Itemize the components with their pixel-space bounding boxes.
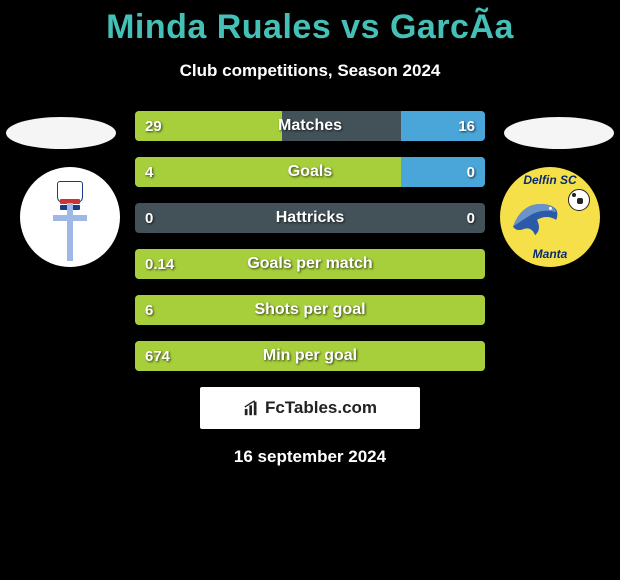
comparison-panel: Delfin SC Manta 2916Matches 40Goals 00Hatt… (0, 111, 620, 467)
stat-label: Hattricks (135, 203, 485, 233)
date-label: 16 september 2024 (0, 447, 620, 467)
stat-label: Min per goal (135, 341, 485, 371)
club-logo-left (20, 167, 120, 267)
club-right-bottom-text: Manta (500, 247, 600, 261)
club-logo-right: Delfin SC Manta (500, 167, 600, 267)
branding-badge: FcTables.com (200, 387, 420, 429)
player-photo-left-placeholder (6, 117, 116, 149)
branding-label: FcTables.com (265, 398, 377, 418)
stat-row: 00Hattricks (135, 203, 485, 233)
soccer-ball-icon (568, 189, 590, 211)
shield-icon (57, 181, 83, 203)
stat-row: 40Goals (135, 157, 485, 187)
stat-label: Matches (135, 111, 485, 141)
subtitle: Club competitions, Season 2024 (0, 61, 620, 81)
page-title: Minda Ruales vs GarcÃa (0, 0, 620, 47)
player-photo-right-placeholder (504, 117, 614, 149)
stats-bar-list: 2916Matches 40Goals 00Hattricks 0.14Goals p… (135, 111, 485, 371)
chart-icon (243, 399, 261, 417)
stat-row: 0.14Goals per match (135, 249, 485, 279)
stat-row: 674Min per goal (135, 341, 485, 371)
stat-row: 6Shots per goal (135, 295, 485, 325)
dolphin-icon (508, 193, 566, 241)
stat-label: Shots per goal (135, 295, 485, 325)
cross-icon (67, 203, 73, 261)
stat-row: 2916Matches (135, 111, 485, 141)
stat-label: Goals per match (135, 249, 485, 279)
club-right-top-text: Delfin SC (500, 173, 600, 187)
stat-label: Goals (135, 157, 485, 187)
